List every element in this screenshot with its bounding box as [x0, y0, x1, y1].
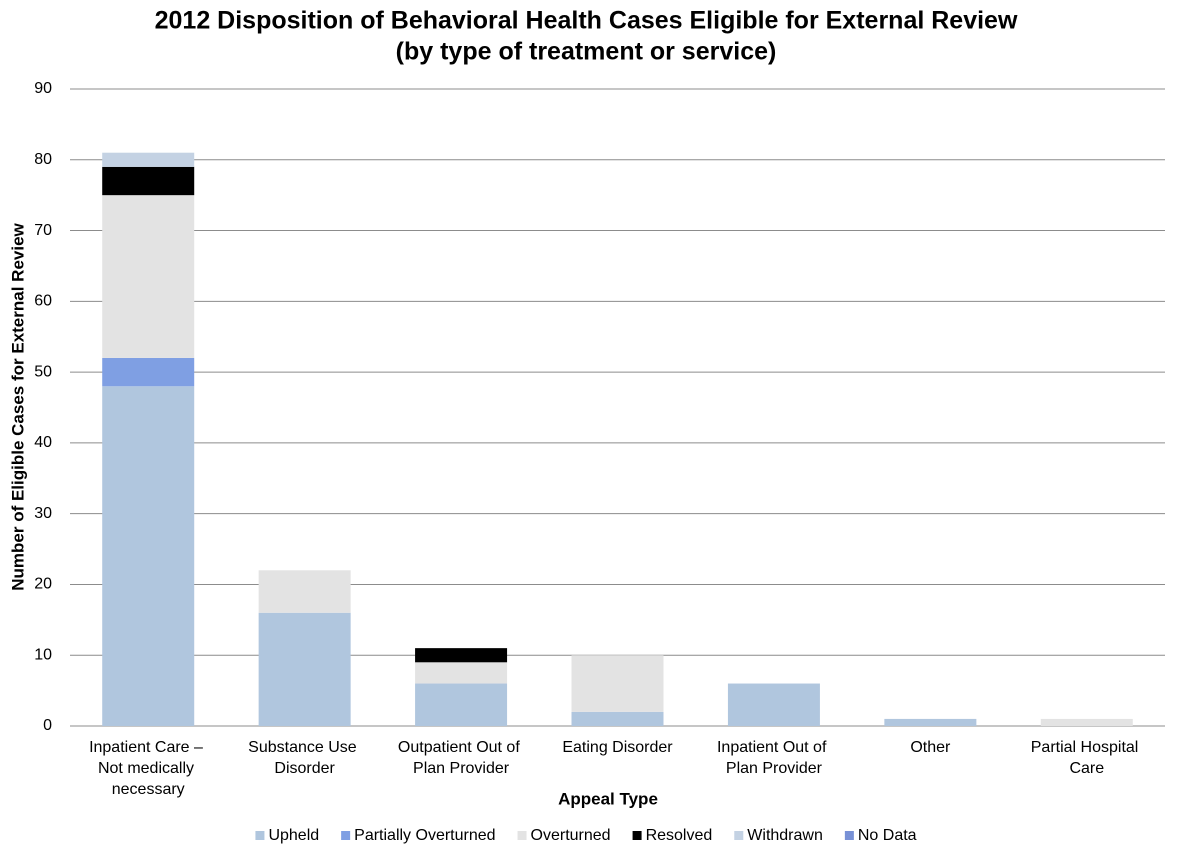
y-axis-title: Number of Eligible Cases for External Re… [8, 222, 27, 590]
y-tick-label: 60 [34, 293, 52, 310]
legend-swatch [517, 831, 527, 840]
y-tick-label: 50 [34, 363, 52, 380]
legend-label: Withdrawn [747, 827, 823, 844]
bar-segment [102, 152, 195, 167]
x-tick-label: Eating Disorder [562, 739, 673, 756]
legend-label: No Data [858, 827, 917, 844]
y-tick-label: 80 [34, 151, 52, 168]
y-tick-label: 0 [43, 717, 52, 734]
chart-subtitle: (by type of treatment or service) [396, 38, 777, 66]
x-tick-label: Inpatient Out of Plan Provider [717, 739, 831, 777]
legend-label: Partially Overturned [354, 827, 495, 844]
y-tick-label: 30 [34, 505, 52, 522]
legend-label: Resolved [646, 827, 713, 844]
x-axis-title: Appeal Type [558, 789, 658, 808]
bar-segment [1040, 718, 1133, 726]
chart-title: 2012 Disposition of Behavioral Health Ca… [155, 7, 1018, 35]
bar-segment [884, 718, 977, 726]
y-tick-label: 40 [34, 434, 52, 451]
bar-segment [571, 711, 664, 726]
legend-swatch [255, 831, 265, 840]
legend-swatch [734, 831, 744, 840]
y-tick-label: 20 [34, 576, 52, 593]
bar-segment [727, 683, 820, 726]
bar-segment [102, 386, 195, 726]
x-tick-label: Other [910, 739, 951, 756]
x-tick-label: Outpatient Out of Plan Provider [398, 739, 524, 777]
x-tick-label: Partial Hospital Care [1031, 739, 1143, 777]
bar-segment [102, 195, 195, 358]
legend: Upheld Partially Overturned Overturned Reso… [255, 827, 917, 844]
legend-swatch [341, 831, 351, 840]
x-tick-label: Substance Use Disorder [248, 739, 361, 777]
bar-segment [102, 166, 195, 196]
bar-segment [571, 655, 664, 712]
bar-segment [258, 612, 351, 726]
y-tick-label: 70 [34, 222, 52, 239]
bar-segment [415, 683, 508, 726]
bar-segment [415, 662, 508, 684]
bar-segment [258, 570, 351, 613]
legend-swatch [632, 831, 642, 840]
y-tick-label: 90 [34, 80, 52, 97]
x-tick-label: Inpatient Care – Not medically necessary [89, 739, 207, 798]
legend-label: Overturned [531, 827, 611, 844]
bar-segment [102, 357, 195, 387]
legend-swatch [844, 831, 854, 840]
y-tick-label: 10 [34, 646, 52, 663]
bar-segment [415, 648, 508, 663]
legend-label: Upheld [268, 827, 319, 844]
